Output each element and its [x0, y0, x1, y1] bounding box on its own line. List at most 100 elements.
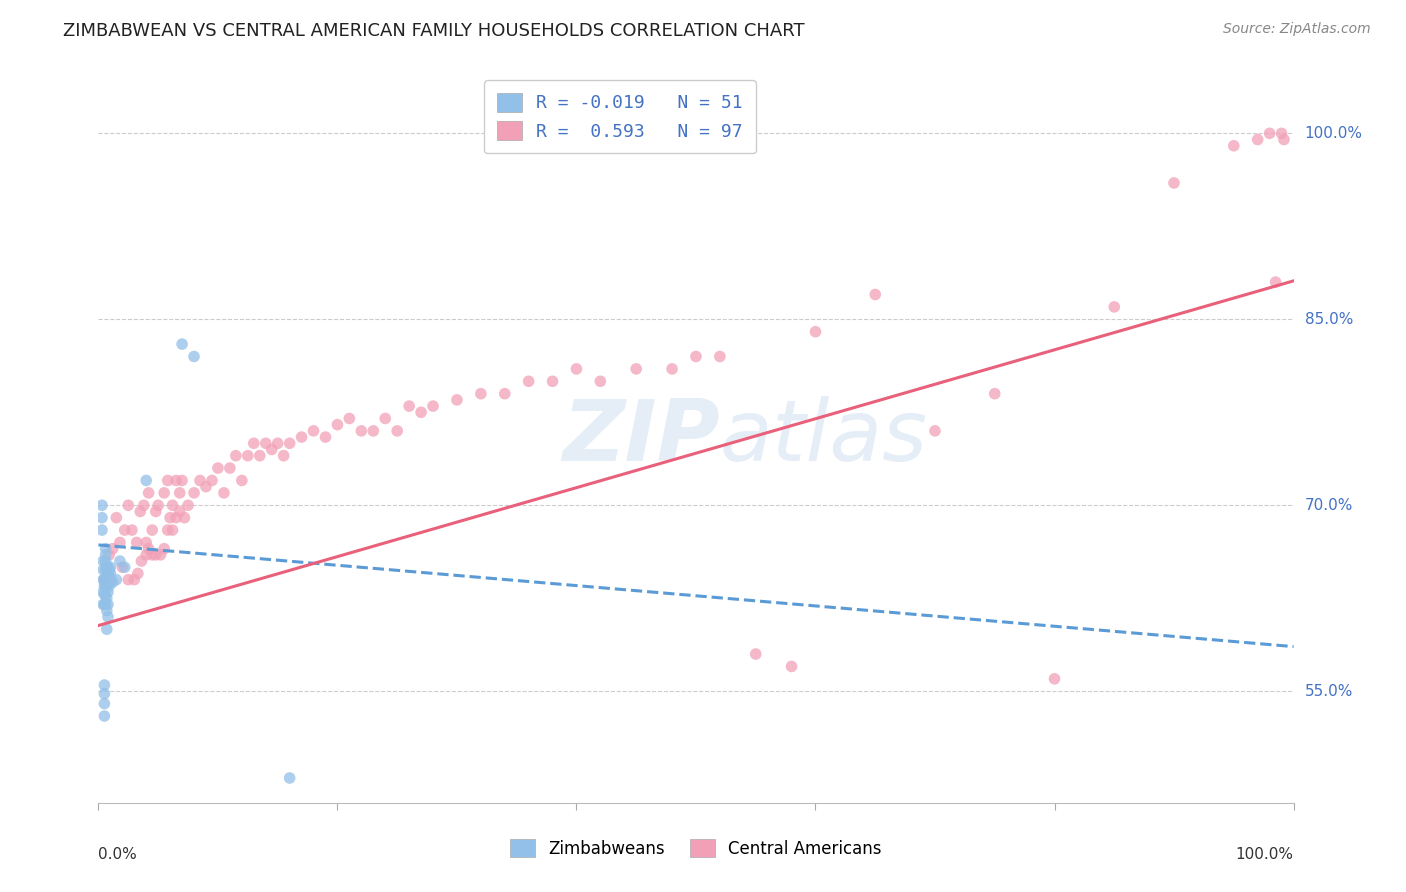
Point: [685, 350, 707, 364]
Point: [96, 560, 118, 574]
Point: [225, 449, 247, 463]
Point: [169, 486, 191, 500]
Point: [96, 560, 118, 574]
Legend: Zimbabweans, Central Americans: Zimbabweans, Central Americans: [501, 830, 891, 868]
Point: [1043, 672, 1066, 686]
Point: [129, 504, 152, 518]
Point: [626, 362, 648, 376]
Point: [98, 560, 122, 574]
Point: [201, 474, 224, 488]
Point: [94, 563, 117, 577]
Point: [172, 337, 194, 351]
Point: [96, 566, 118, 581]
Point: [132, 498, 155, 512]
Point: [291, 430, 314, 444]
Text: 100.0%: 100.0%: [1236, 847, 1294, 862]
Point: [804, 325, 827, 339]
Point: [541, 374, 564, 388]
Point: [97, 560, 120, 574]
Text: 0.0%: 0.0%: [98, 847, 138, 862]
Point: [96, 622, 118, 636]
Point: [411, 405, 433, 419]
Point: [1271, 126, 1294, 140]
Point: [273, 449, 295, 463]
Text: ZIP: ZIP: [562, 395, 720, 479]
Text: 100.0%: 100.0%: [1305, 126, 1362, 141]
Point: [91, 563, 114, 577]
Point: [177, 498, 200, 512]
Point: [108, 535, 131, 549]
Point: [984, 386, 1007, 401]
Point: [145, 548, 167, 562]
Point: [350, 424, 373, 438]
Point: [93, 678, 115, 692]
Point: [249, 449, 271, 463]
Point: [97, 585, 120, 599]
Point: [236, 449, 259, 463]
Point: [589, 374, 612, 388]
Point: [165, 510, 187, 524]
Point: [96, 573, 118, 587]
Point: [93, 697, 115, 711]
Point: [165, 474, 187, 488]
Point: [105, 573, 128, 587]
Text: 55.0%: 55.0%: [1305, 684, 1353, 698]
Point: [278, 771, 301, 785]
Point: [101, 575, 124, 590]
Point: [98, 566, 122, 581]
Point: [93, 588, 115, 602]
Point: [94, 548, 117, 562]
Point: [96, 591, 118, 606]
Point: [517, 374, 540, 388]
Point: [212, 486, 235, 500]
Point: [98, 563, 121, 577]
Point: [169, 504, 191, 518]
Point: [105, 510, 128, 524]
Point: [91, 498, 114, 512]
Point: [98, 570, 121, 584]
Point: [363, 424, 385, 438]
Point: [162, 523, 184, 537]
Point: [138, 486, 160, 500]
Text: ZIMBABWEAN VS CENTRAL AMERICAN FAMILY HOUSEHOLDS CORRELATION CHART: ZIMBABWEAN VS CENTRAL AMERICAN FAMILY HO…: [63, 22, 804, 40]
Point: [339, 411, 361, 425]
Point: [709, 350, 731, 364]
Point: [565, 362, 588, 376]
Point: [267, 436, 290, 450]
Point: [188, 474, 211, 488]
Point: [98, 579, 121, 593]
Point: [91, 510, 114, 524]
Point: [108, 554, 131, 568]
Point: [195, 480, 218, 494]
Point: [91, 598, 114, 612]
Point: [93, 598, 115, 612]
Point: [91, 585, 114, 599]
Point: [398, 399, 420, 413]
Text: Source: ZipAtlas.com: Source: ZipAtlas.com: [1223, 22, 1371, 37]
Point: [94, 588, 117, 602]
Point: [260, 442, 283, 457]
Point: [231, 474, 253, 488]
Point: [97, 575, 120, 590]
Point: [96, 604, 118, 618]
Point: [1272, 132, 1295, 146]
Point: [1223, 138, 1246, 153]
Point: [1258, 126, 1281, 140]
Point: [138, 541, 160, 556]
Point: [172, 474, 194, 488]
Point: [745, 647, 768, 661]
Point: [780, 659, 803, 673]
Point: [385, 424, 409, 438]
Point: [93, 687, 115, 701]
Point: [135, 474, 157, 488]
Point: [141, 548, 163, 562]
Point: [98, 573, 122, 587]
Point: [173, 510, 195, 524]
Point: [661, 362, 683, 376]
Point: [124, 573, 146, 587]
Point: [94, 554, 117, 568]
Point: [96, 579, 118, 593]
Point: [91, 523, 114, 537]
Point: [207, 461, 229, 475]
Point: [278, 436, 301, 450]
